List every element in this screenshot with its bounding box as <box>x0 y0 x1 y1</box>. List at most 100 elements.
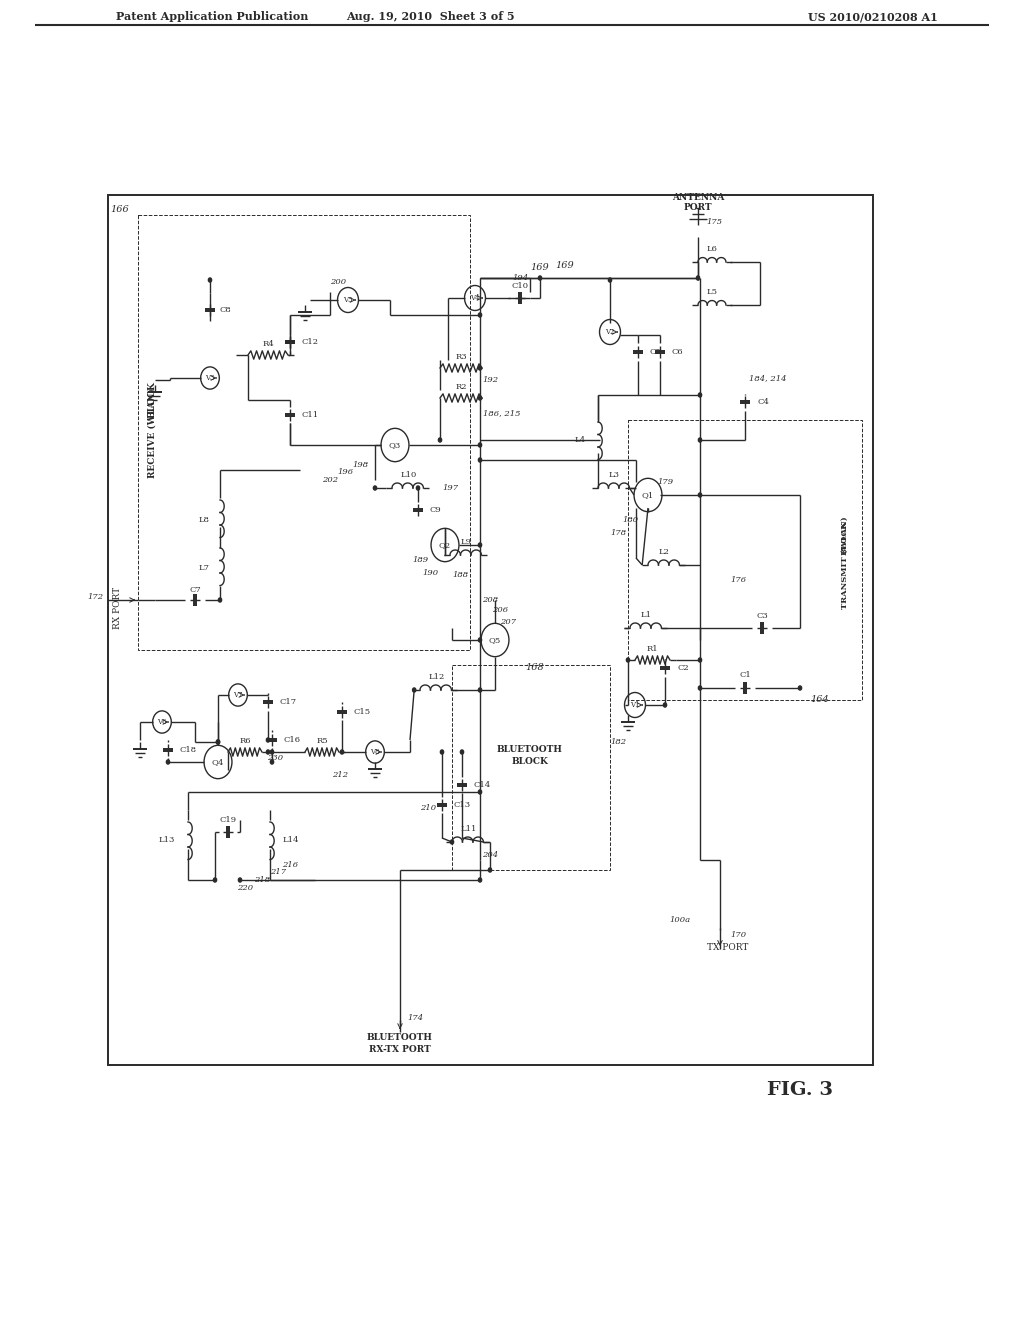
Text: 169: 169 <box>530 263 549 272</box>
Text: TX PORT: TX PORT <box>708 944 749 953</box>
Text: Q1: Q1 <box>642 491 654 499</box>
Text: 186, 215: 186, 215 <box>483 409 521 417</box>
Circle shape <box>477 688 482 693</box>
Text: 212: 212 <box>332 771 348 779</box>
Text: C14: C14 <box>474 781 492 789</box>
Text: R3: R3 <box>456 352 467 360</box>
Text: 169: 169 <box>556 260 574 269</box>
Text: C19: C19 <box>219 816 237 824</box>
Circle shape <box>477 457 482 463</box>
Text: 179: 179 <box>657 478 673 486</box>
Text: 100a: 100a <box>670 916 690 924</box>
Text: L10: L10 <box>400 471 417 479</box>
Text: Aug. 19, 2010  Sheet 3 of 5: Aug. 19, 2010 Sheet 3 of 5 <box>346 11 515 22</box>
Circle shape <box>798 685 803 690</box>
Circle shape <box>213 878 217 883</box>
Text: C4: C4 <box>757 399 769 407</box>
Text: L2: L2 <box>658 549 670 557</box>
Circle shape <box>697 657 702 663</box>
Text: 176: 176 <box>730 576 746 583</box>
Circle shape <box>439 750 444 755</box>
Circle shape <box>477 395 482 401</box>
Text: C11: C11 <box>302 411 319 418</box>
Text: 217: 217 <box>270 869 286 876</box>
Text: 200: 200 <box>330 279 346 286</box>
Text: C5: C5 <box>650 348 662 356</box>
Text: 189: 189 <box>412 556 428 564</box>
Text: C3: C3 <box>756 612 768 620</box>
Circle shape <box>697 392 702 397</box>
Circle shape <box>477 878 482 883</box>
Text: C13: C13 <box>454 801 471 809</box>
Text: 182: 182 <box>610 738 626 746</box>
Circle shape <box>269 750 274 755</box>
Text: L1: L1 <box>641 611 652 619</box>
Text: V1: V1 <box>630 701 640 709</box>
Text: R6: R6 <box>240 737 251 744</box>
Text: FIG. 3: FIG. 3 <box>767 1081 833 1100</box>
Text: L3: L3 <box>609 471 620 479</box>
Text: V4: V4 <box>470 294 480 302</box>
Circle shape <box>697 685 702 690</box>
Bar <box>108 195 873 1065</box>
Circle shape <box>340 750 344 755</box>
Text: 194: 194 <box>512 275 528 282</box>
Circle shape <box>477 442 482 447</box>
Text: 220: 220 <box>237 884 253 892</box>
Text: 207: 207 <box>500 618 516 626</box>
Circle shape <box>697 437 702 442</box>
Text: C18: C18 <box>180 746 198 754</box>
Text: 230: 230 <box>267 754 283 762</box>
Bar <box>452 665 610 870</box>
Text: C6: C6 <box>672 348 684 356</box>
Text: L11: L11 <box>460 825 476 833</box>
Text: Q2: Q2 <box>439 541 451 549</box>
Text: 210: 210 <box>420 804 436 812</box>
Text: R5: R5 <box>316 737 328 744</box>
Text: V5: V5 <box>343 296 352 304</box>
Text: ANTENNA: ANTENNA <box>672 194 724 202</box>
Text: C15: C15 <box>354 708 371 715</box>
Text: 174: 174 <box>407 1014 423 1022</box>
Text: RX PORT: RX PORT <box>114 587 123 630</box>
Circle shape <box>269 759 274 764</box>
Text: 170: 170 <box>730 931 746 939</box>
Circle shape <box>373 486 377 491</box>
Text: 166: 166 <box>111 206 129 214</box>
Text: RECEIVE (WLAN): RECEIVE (WLAN) <box>147 388 157 478</box>
Text: V8: V8 <box>371 748 380 756</box>
Circle shape <box>695 276 700 281</box>
Text: C8: C8 <box>219 306 231 314</box>
Text: BLOCK: BLOCK <box>841 521 849 556</box>
Text: L9: L9 <box>461 539 472 546</box>
Text: V2: V2 <box>605 327 614 337</box>
Text: 208: 208 <box>482 597 498 605</box>
Text: 206: 206 <box>492 606 508 614</box>
Text: BLUETOOTH: BLUETOOTH <box>367 1034 433 1043</box>
Text: 218: 218 <box>254 876 270 884</box>
Text: C10: C10 <box>512 282 528 290</box>
Circle shape <box>477 789 482 795</box>
Text: 197: 197 <box>442 484 458 492</box>
Text: TRANSMIT (WLAN): TRANSMIT (WLAN) <box>841 516 849 610</box>
Text: L4: L4 <box>574 436 586 444</box>
Text: 204: 204 <box>482 851 498 859</box>
Circle shape <box>216 739 220 744</box>
Text: BLOCK: BLOCK <box>147 381 157 418</box>
Circle shape <box>265 738 270 743</box>
Text: C7: C7 <box>189 586 201 594</box>
Text: Q5: Q5 <box>488 636 501 644</box>
Text: 216: 216 <box>282 861 298 869</box>
Text: RX-TX PORT: RX-TX PORT <box>369 1045 431 1055</box>
Circle shape <box>477 638 482 643</box>
Text: L12: L12 <box>428 673 444 681</box>
Circle shape <box>477 366 482 371</box>
Circle shape <box>460 750 464 755</box>
Text: L13: L13 <box>159 836 175 843</box>
Text: 178: 178 <box>610 529 626 537</box>
Text: 196: 196 <box>337 469 353 477</box>
Circle shape <box>477 313 482 318</box>
Text: R4: R4 <box>262 339 273 348</box>
Text: PORT: PORT <box>684 203 713 213</box>
Circle shape <box>437 437 442 442</box>
